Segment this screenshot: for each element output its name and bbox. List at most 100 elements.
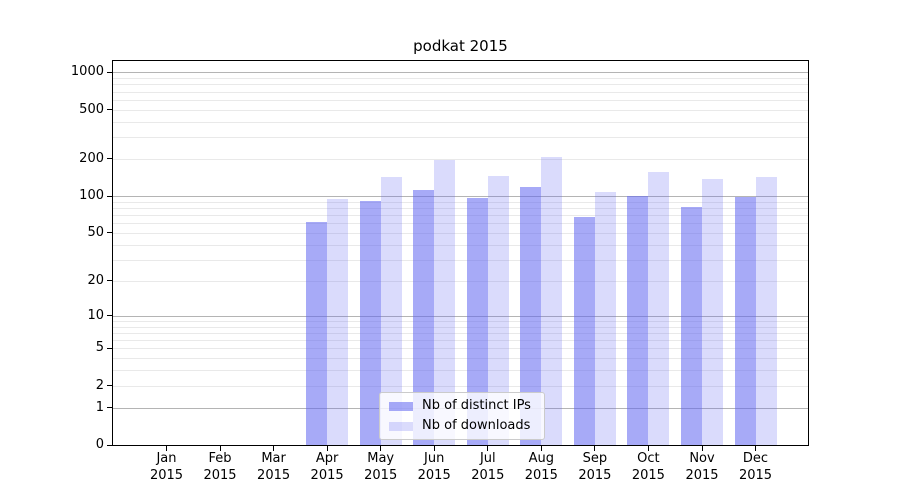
x-tick-label-feb-2015: Feb 2015	[203, 451, 237, 483]
gridline-minor-7	[113, 332, 808, 334]
y-tick-label-1: 1	[95, 399, 104, 415]
bar-ips-jul-2015	[466, 197, 488, 445]
y-tick-label-200: 200	[79, 150, 104, 166]
gridline-minor-700	[113, 91, 808, 93]
legend-item-ips: Nb of distinct IPs	[389, 399, 535, 413]
gridline-minor-4	[113, 358, 808, 360]
gridline-minor-40	[113, 244, 808, 246]
bar-ips-sep-2015	[573, 217, 595, 445]
y-tick-1000	[107, 71, 112, 73]
gridline-minor-300	[113, 137, 808, 139]
chart-title: podkat 2015	[413, 37, 508, 55]
legend-label-ips: Nb of distinct IPs	[422, 398, 531, 413]
x-tick-label-nov-2015: Nov 2015	[685, 451, 719, 483]
x-tick-dec-2015	[755, 446, 756, 451]
x-tick-label-mar-2015: Mar 2015	[257, 451, 291, 483]
bar-downloads-may-2015	[380, 177, 402, 445]
x-tick-label-oct-2015: Oct 2015	[631, 451, 665, 483]
gridline-minor-60	[113, 223, 808, 225]
y-tick-label-20: 20	[87, 272, 104, 288]
gridline-minor-400	[113, 121, 808, 123]
bar-downloads-apr-2015	[327, 199, 349, 445]
x-tick-may-2015	[380, 446, 382, 451]
x-tick-label-sep-2015: Sep 2015	[578, 451, 612, 483]
gridline-major-1000	[113, 72, 808, 74]
y-tick-label-500: 500	[79, 101, 104, 117]
x-tick-label-dec-2015: Dec 2015	[738, 451, 773, 483]
x-tick-label-aug-2015: Aug 2015	[524, 451, 558, 483]
gridline-minor-900	[113, 78, 808, 79]
y-tick-5	[107, 347, 112, 349]
gridline-minor-600	[113, 99, 808, 101]
y-tick-label-0: 0	[95, 437, 104, 452]
gridline-minor-20	[113, 280, 808, 282]
gridline-minor-80	[113, 208, 808, 209]
y-tick-label-2: 2	[95, 377, 104, 393]
legend-swatch-downloads	[389, 421, 413, 431]
y-tick-10	[107, 315, 112, 317]
legend-label-downloads: Nb of downloads	[422, 418, 531, 433]
y-tick-label-100: 100	[79, 188, 104, 204]
x-tick-label-may-2015: May 2015	[364, 451, 398, 483]
gridline-minor-800	[113, 84, 808, 86]
legend-swatch-ips	[389, 401, 413, 411]
gridline-minor-50	[113, 232, 808, 234]
bar-ips-oct-2015	[627, 196, 649, 445]
bar-ips-may-2015	[359, 200, 381, 445]
y-tick-label-1000: 1000	[70, 64, 104, 80]
legend-item-downloads: Nb of downloads	[389, 419, 535, 433]
y-tick-2	[107, 385, 112, 387]
plot-area: Nb of distinct IPs Nb of downloads	[112, 60, 809, 446]
x-tick-label-apr-2015: Apr 2015	[310, 451, 344, 483]
x-tick-label-jun-2015: Jun 2015	[417, 451, 451, 483]
y-tick-50	[107, 232, 112, 234]
bar-ips-apr-2015	[306, 221, 328, 445]
bar-downloads-dec-2015	[755, 176, 777, 445]
bar-downloads-nov-2015	[702, 178, 723, 445]
x-tick-jun-2015	[433, 446, 435, 451]
bar-downloads-jul-2015	[487, 175, 509, 445]
x-tick-jul-2015	[487, 446, 489, 451]
y-tick-label-10: 10	[87, 307, 104, 323]
gridline-minor-3	[113, 370, 808, 372]
y-tick-label-50: 50	[87, 224, 104, 240]
gridline-minor-200	[113, 158, 808, 160]
gridline-minor-5	[113, 348, 808, 350]
gridline-minor-70	[113, 215, 808, 217]
gridline-minor-500	[113, 109, 808, 111]
x-tick-feb-2015	[219, 446, 221, 451]
gridline-minor-8	[113, 326, 808, 328]
gridline-minor-2	[113, 385, 808, 387]
y-tick-500	[107, 109, 112, 111]
bar-ips-dec-2015	[734, 197, 756, 445]
x-tick-nov-2015	[701, 446, 703, 451]
x-tick-label-jan-2015: Jan 2015	[149, 451, 184, 483]
y-tick-1	[107, 407, 112, 409]
x-tick-oct-2015	[647, 446, 649, 451]
legend: Nb of distinct IPs Nb of downloads	[379, 392, 545, 440]
x-tick-mar-2015	[273, 446, 275, 451]
y-tick-100	[107, 195, 112, 197]
gridline-minor-30	[113, 259, 808, 261]
x-tick-jan-2015	[166, 446, 167, 451]
x-tick-sep-2015	[594, 446, 596, 451]
gridline-minor-9	[113, 320, 808, 322]
bar-downloads-aug-2015	[541, 156, 563, 445]
bar-downloads-jun-2015	[434, 159, 456, 445]
y-tick-label-5: 5	[95, 340, 104, 356]
y-tick-20	[107, 280, 112, 282]
gridline-minor-90	[113, 201, 808, 203]
y-tick-0	[107, 444, 112, 446]
bar-ips-nov-2015	[681, 206, 702, 445]
x-tick-label-jul-2015: Jul 2015	[471, 451, 505, 483]
bar-downloads-oct-2015	[648, 171, 670, 445]
gridline-major-10	[113, 315, 808, 317]
gridline-minor-6	[113, 340, 808, 341]
x-tick-apr-2015	[326, 446, 328, 451]
bar-ips-aug-2015	[520, 187, 542, 445]
x-tick-aug-2015	[540, 446, 542, 451]
y-tick-200	[107, 158, 112, 160]
gridline-major-100	[113, 196, 808, 198]
bar-ips-jun-2015	[413, 189, 435, 445]
